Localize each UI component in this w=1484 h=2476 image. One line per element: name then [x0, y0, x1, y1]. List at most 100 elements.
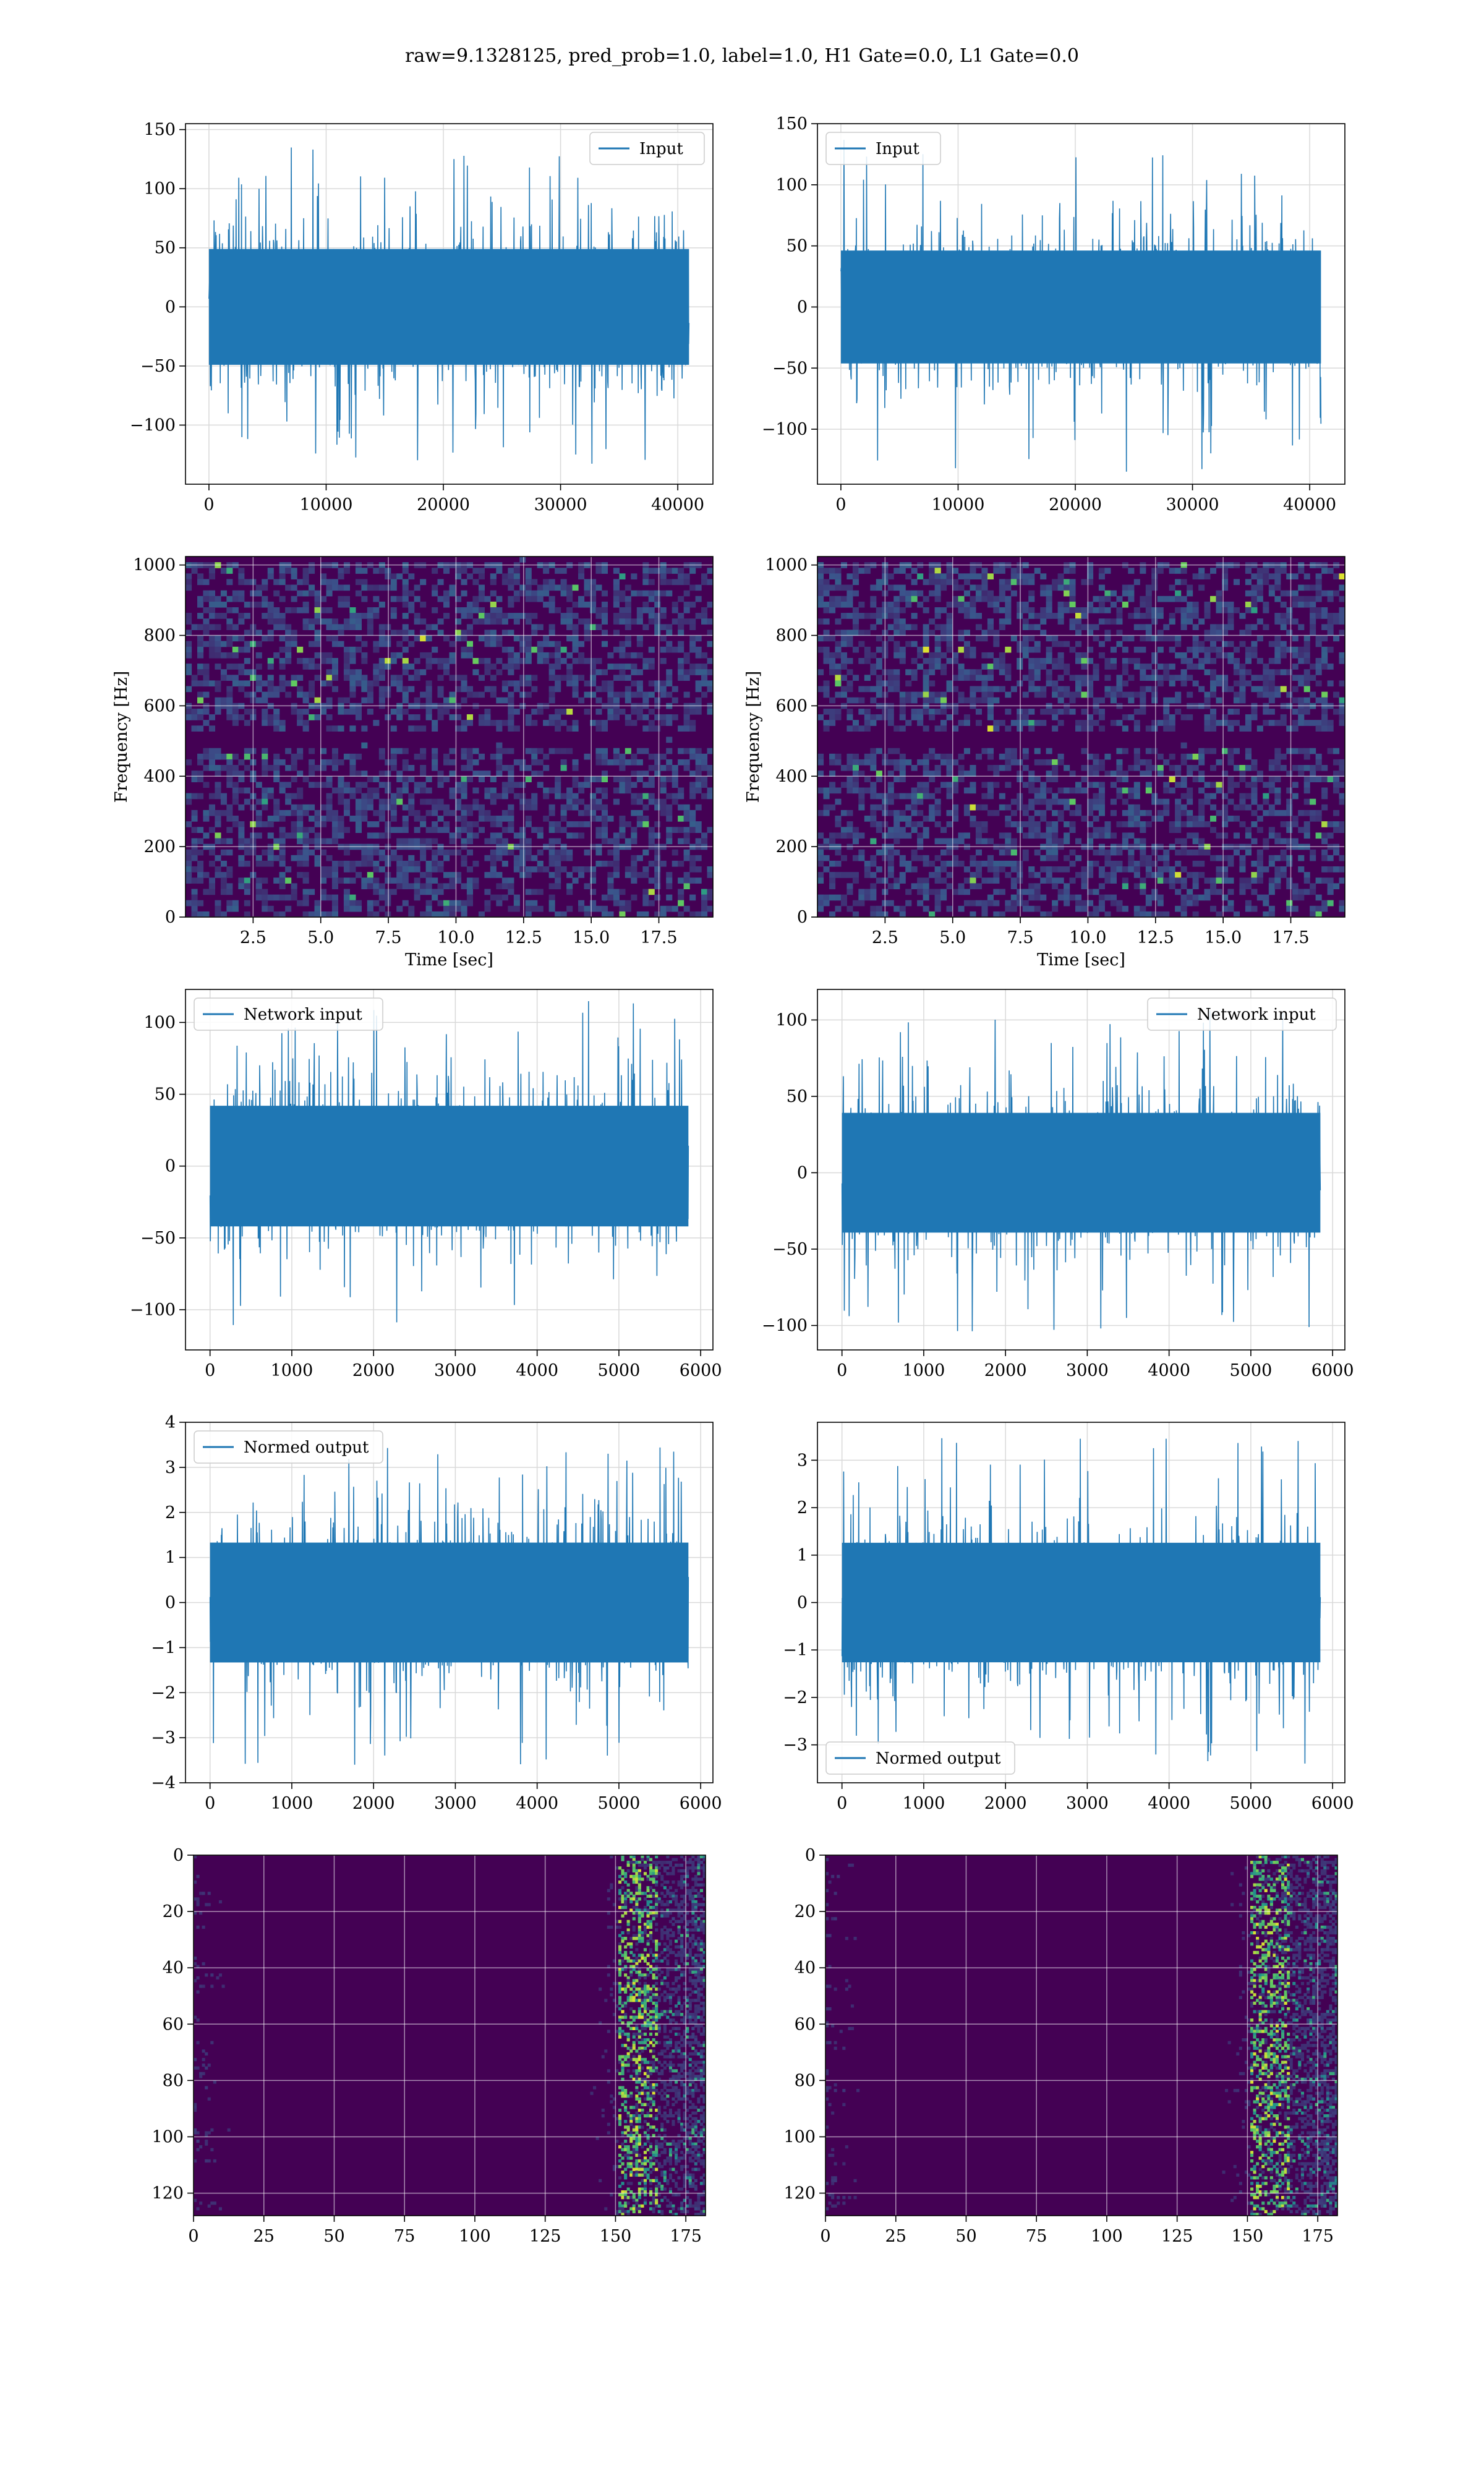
heatmap-cell: [332, 618, 338, 625]
heatmap-cell: [835, 652, 841, 659]
heatmap-cell: [1304, 602, 1310, 608]
heatmap-cell: [929, 568, 935, 574]
heatmap-cell: [1169, 647, 1175, 653]
heatmap-cell: [1058, 839, 1064, 845]
heatmap-cell: [642, 889, 649, 895]
heatmap-cell: [905, 680, 911, 686]
heatmap-cell: [1239, 771, 1245, 777]
heatmap-cell: [1011, 799, 1017, 805]
heatmap-cell: [531, 579, 537, 585]
heatmap-cell: [1274, 759, 1281, 766]
heatmap-cell: [654, 872, 660, 878]
heatmap-cell: [846, 906, 853, 912]
heatmap-cell: [613, 889, 620, 895]
heatmap-cell: [320, 839, 326, 845]
heatmap-cell: [1245, 579, 1252, 585]
heatmap-cell: [215, 624, 221, 630]
heatmap-cell: [221, 591, 227, 597]
heatmap-cell: [1187, 714, 1193, 720]
heatmap-cell: [396, 839, 403, 845]
heatmap-cell: [338, 832, 344, 839]
heatmap-cell: [414, 596, 420, 602]
heatmap-cell: [619, 641, 625, 647]
heatmap-cell: [268, 714, 274, 720]
heatmap-cell: [578, 641, 584, 647]
heatmap-cell: [1058, 573, 1064, 579]
heatmap-cell: [707, 709, 714, 715]
heatmap-cell: [1046, 596, 1052, 602]
heatmap-cell: [707, 602, 714, 608]
heatmap-cell: [1286, 607, 1292, 613]
heatmap-cell: [923, 793, 929, 800]
heatmap-cell: [391, 607, 397, 613]
heatmap-cell: [631, 754, 637, 760]
heatmap-cell: [209, 748, 215, 754]
heatmap-cell: [262, 821, 268, 827]
heatmap-cell: [502, 680, 508, 686]
heatmap-cell: [672, 647, 678, 653]
heatmap-cell: [256, 602, 262, 608]
heatmap-cell: [1169, 877, 1175, 884]
heatmap-cell: [291, 832, 297, 839]
heatmap-cell: [1216, 630, 1222, 636]
heatmap-cell: [338, 821, 344, 827]
heatmap-cell: [490, 636, 497, 642]
heatmap-cell: [829, 669, 835, 675]
heatmap-cell: [970, 805, 976, 811]
heatmap-cell: [1257, 658, 1263, 664]
heatmap-cell: [595, 720, 602, 726]
heatmap-cell: [1239, 793, 1245, 800]
heatmap-cell: [526, 585, 532, 591]
heatmap-cell: [1151, 613, 1158, 619]
heatmap-cell: [408, 714, 414, 720]
heatmap-cell: [1034, 568, 1041, 574]
heatmap-cell: [625, 624, 631, 630]
plot-area-r1c1: [817, 557, 1345, 918]
heatmap-cell: [1122, 647, 1128, 653]
heatmap-cell: [484, 839, 490, 845]
heatmap-cell: [420, 669, 426, 675]
heatmap-cell: [981, 568, 987, 574]
heatmap-cell: [1058, 889, 1064, 895]
heatmap-cell: [1274, 793, 1281, 800]
heatmap-cell: [508, 883, 514, 889]
heatmap-cell: [888, 680, 894, 686]
heatmap-cell: [197, 573, 203, 579]
heatmap-cell: [1239, 725, 1245, 732]
heatmap-cell: [864, 714, 871, 720]
heatmap-cell: [561, 579, 567, 585]
heatmap-cell: [1064, 585, 1070, 591]
heatmap-cell: [1099, 652, 1105, 659]
heatmap-cell: [625, 759, 631, 766]
heatmap-cell: [1081, 675, 1088, 681]
heatmap-cell: [385, 889, 391, 895]
heatmap-cell: [1187, 793, 1193, 800]
heatmap-cell: [1017, 861, 1023, 867]
heatmap-cell: [911, 788, 918, 794]
heatmap-cell: [268, 686, 274, 693]
heatmap-cell: [420, 872, 426, 878]
heatmap-cell: [1292, 765, 1298, 771]
heatmap-cell: [549, 895, 555, 901]
heatmap-cell: [1134, 759, 1140, 766]
heatmap-cell: [1205, 799, 1211, 805]
heatmap-cell: [981, 839, 987, 845]
heatmap-cell: [209, 596, 215, 602]
heatmap-cell: [940, 720, 947, 726]
heatmap-cell: [467, 624, 473, 630]
heatmap-cell: [678, 641, 684, 647]
heatmap-cell: [1146, 861, 1152, 867]
heatmap-cell: [1017, 805, 1023, 811]
heatmap-cell: [496, 669, 502, 675]
heatmap-cell: [893, 618, 900, 625]
heatmap-cell: [432, 658, 438, 664]
heatmap-cell: [1239, 776, 1245, 782]
heatmap-cell: [1205, 714, 1211, 720]
heatmap-cell: [338, 641, 344, 647]
heatmap-cell: [666, 692, 672, 698]
heatmap-cell: [893, 827, 900, 833]
heatmap-cell: [573, 624, 579, 630]
heatmap-cell: [344, 664, 350, 670]
heatmap-cell: [291, 680, 297, 686]
heatmap-cell: [684, 658, 690, 664]
